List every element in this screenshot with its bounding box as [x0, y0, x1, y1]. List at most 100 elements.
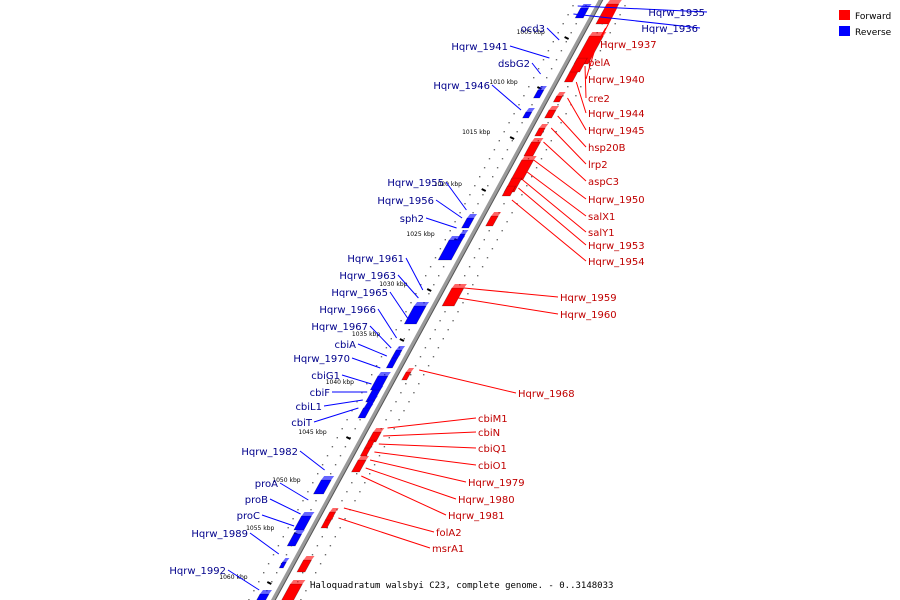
- guide-dot: [459, 212, 461, 214]
- forward-leader: [343, 507, 435, 533]
- reverse-gene-label: Hqrw_1961: [347, 254, 404, 265]
- forward-leader: [463, 287, 559, 298]
- guide-dot: [513, 113, 515, 115]
- guide-dot: [473, 257, 476, 259]
- forward-leader: [557, 115, 587, 148]
- forward-leader: [584, 65, 587, 99]
- guide-dot: [526, 185, 528, 187]
- tick-label: 1050 kbp: [272, 477, 300, 484]
- guide-dot: [589, 68, 592, 70]
- guide-dot: [398, 419, 400, 421]
- tick-mark: [564, 36, 570, 40]
- guide-dot: [523, 95, 525, 97]
- guide-dot: [321, 464, 324, 466]
- guide-dot: [316, 545, 319, 547]
- guide-dot: [477, 203, 479, 205]
- gene-features: [256, 0, 622, 600]
- guide-dot: [354, 500, 356, 502]
- gene-top: [406, 368, 415, 372]
- forward-leader: [522, 179, 587, 233]
- guide-dot: [567, 14, 569, 16]
- guide-dot: [506, 149, 509, 151]
- guide-dot: [567, 86, 569, 88]
- reverse-leader: [377, 308, 398, 339]
- reverse-gene-label: Hqrw_1967: [311, 322, 368, 333]
- guide-dot: [565, 41, 567, 43]
- guide-dot: [572, 5, 574, 7]
- guide-dot: [388, 437, 390, 439]
- reverse-gene: [286, 533, 303, 547]
- guide-dot: [272, 554, 275, 556]
- forward-gene: [359, 447, 372, 457]
- forward-leader: [575, 81, 587, 114]
- guide-dot: [540, 158, 543, 160]
- reverse-gene: [293, 515, 313, 531]
- guide-dot: [498, 140, 500, 142]
- guide-dot: [457, 311, 459, 313]
- gene-top: [260, 590, 272, 594]
- guide-dot: [546, 77, 548, 79]
- guide-dot: [385, 419, 387, 421]
- reverse-leader: [435, 199, 463, 219]
- guide-dot: [474, 185, 476, 187]
- reverse-leader: [351, 357, 381, 369]
- guide-dot: [326, 455, 329, 457]
- guide-dot: [511, 140, 513, 142]
- tick-mark: [399, 338, 405, 342]
- guide-dot: [479, 176, 481, 178]
- reverse-leader: [577, 5, 708, 13]
- guide-dot: [424, 347, 427, 349]
- reverse-leader: [323, 399, 363, 407]
- reverse-gene-label: Hqrw_1941: [451, 42, 508, 53]
- reverse-leader: [405, 257, 424, 291]
- guide-dot: [413, 392, 415, 394]
- guide-dot: [493, 149, 496, 151]
- forward-leader: [585, 45, 597, 80]
- reverse-leader: [279, 482, 309, 501]
- guide-dot: [449, 230, 451, 232]
- reverse-leader: [425, 217, 457, 229]
- forward-gene-label: lrp2: [588, 160, 608, 171]
- reverse-gene: [278, 561, 287, 569]
- genome-backbone: [270, 0, 604, 600]
- guide-dot: [334, 464, 337, 466]
- gene-top: [549, 106, 559, 110]
- reverse-leader: [397, 274, 419, 299]
- guide-dot: [369, 473, 371, 475]
- forward-gene-label: Hqrw_1979: [468, 478, 525, 489]
- gene-top: [569, 68, 581, 72]
- forward-leader: [387, 417, 477, 429]
- forward-gene-label: Hqrw_1944: [588, 109, 645, 120]
- guide-dot: [341, 500, 343, 502]
- tick-label: 1045 kbp: [298, 429, 326, 436]
- guide-dot: [552, 41, 554, 43]
- guide-dot: [501, 158, 504, 160]
- legend-forward-swatch: [839, 10, 850, 20]
- guide-dot: [361, 392, 363, 394]
- guide-dot: [481, 266, 484, 268]
- guide-dot: [405, 383, 407, 385]
- guide-dot: [557, 104, 559, 106]
- guide-dot: [390, 338, 392, 340]
- reverse-gene-label: Hqrw_1935: [648, 8, 705, 19]
- guide-dot: [444, 239, 446, 241]
- forward-gene-label: Hqrw_1940: [588, 75, 645, 86]
- tick-mark: [481, 188, 487, 192]
- reverse-leader: [313, 407, 359, 423]
- gene-top: [467, 214, 478, 218]
- gene-top: [293, 530, 305, 534]
- forward-gene: [281, 583, 303, 600]
- tick-label: 1030 kbp: [379, 281, 407, 288]
- gene-top: [372, 386, 384, 390]
- legend-forward-label: Forward: [855, 12, 891, 22]
- guide-dot: [486, 257, 489, 259]
- forward-gene: [441, 287, 465, 307]
- guide-dot: [516, 131, 518, 133]
- guide-dot: [472, 284, 474, 286]
- gene-top: [396, 346, 406, 350]
- guide-dot: [439, 320, 441, 322]
- guide-dot: [390, 410, 392, 412]
- reverse-gene: [461, 217, 475, 229]
